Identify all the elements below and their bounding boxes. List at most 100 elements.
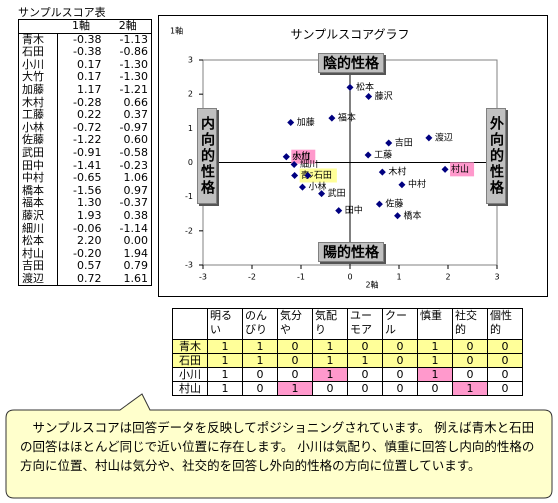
- value-cell: 0.17: [76, 57, 102, 71]
- header-cell: 明るい: [207, 308, 243, 340]
- table-row: 大竹 0.17 -1.30: [18, 70, 152, 84]
- label-highlight: [291, 149, 316, 164]
- label-highlight: [450, 162, 475, 177]
- value-cell: -0.91: [73, 145, 102, 159]
- point: [441, 165, 449, 173]
- table-row: 藤沢 1.93 0.38: [18, 208, 152, 223]
- table-row: 吉田 0.57 0.79: [18, 259, 152, 273]
- value-cell: -1.14: [119, 221, 148, 235]
- value-cell: 0: [487, 353, 523, 368]
- x-tick-label: 3: [494, 273, 499, 282]
- value-cell: 0.60: [123, 133, 149, 147]
- value-cell: 1: [417, 353, 453, 368]
- name-cell: 藤沢: [18, 209, 58, 223]
- value-cell: 0: [487, 381, 523, 396]
- point-label: 橋本: [404, 209, 422, 221]
- point: [335, 207, 343, 215]
- name-cell: 福本: [18, 197, 58, 210]
- score-table-title: サンプルスコア表: [18, 6, 106, 19]
- point: [290, 161, 298, 169]
- point: [287, 119, 295, 127]
- y-axis-label: 1軸: [170, 26, 183, 36]
- value-cell: -0.65: [73, 171, 102, 185]
- point-label: 佐藤: [385, 198, 403, 210]
- point: [398, 181, 406, 189]
- name-cell: 松本: [18, 234, 58, 248]
- value-cell: 0.79: [123, 259, 149, 273]
- y-tick-label: -1: [185, 192, 193, 201]
- header-cell: 気配り: [312, 308, 348, 340]
- annotation-top: 陰的性格: [318, 53, 384, 73]
- header-cell: 1軸: [57, 19, 105, 34]
- value-cell: 0: [382, 353, 418, 368]
- table-row: 青木 -0.38 -1.13: [18, 32, 152, 47]
- value-cell: -0.28: [73, 95, 102, 109]
- value-cell: 0.22: [76, 108, 102, 122]
- value-cell: 0: [382, 339, 418, 354]
- value-cell: 1.06: [123, 171, 149, 185]
- value-cell: -0.86: [119, 45, 148, 59]
- value-cell: 1: [207, 353, 243, 368]
- point-label: 小川: [292, 151, 310, 162]
- value-cell: 0: [487, 339, 523, 354]
- value-cell: 1: [207, 339, 243, 354]
- value-cell: -0.58: [119, 145, 148, 159]
- point-label: 渡辺: [435, 131, 453, 143]
- x-tick-label: -3: [199, 273, 207, 282]
- name-cell: 田中: [18, 159, 58, 173]
- y-tick-label: -2: [185, 226, 193, 235]
- point: [364, 151, 372, 159]
- y-tick-label: -3: [185, 261, 193, 270]
- callout-box: [5, 393, 553, 499]
- value-cell: -0.23: [119, 158, 148, 172]
- table-row: 青木 1 1 0 1 0 0 1 0 0: [172, 339, 523, 354]
- table-row: 加藤 1.17 -1.21: [18, 82, 152, 97]
- name-cell: 村山: [172, 381, 208, 396]
- annotation-bottom: 陽的性格: [318, 242, 384, 262]
- value-cell: 0: [417, 381, 453, 396]
- value-cell: 0: [347, 381, 383, 396]
- label-highlight: [312, 168, 337, 183]
- point: [425, 134, 433, 142]
- point-label: 村山: [451, 163, 469, 175]
- value-cell: -1.22: [73, 133, 102, 147]
- point-label: 藤沢: [375, 90, 393, 102]
- point: [375, 200, 383, 208]
- point-label: 吉田: [395, 138, 413, 149]
- point: [282, 153, 290, 161]
- value-cell: -1.21: [119, 82, 148, 96]
- value-cell: -1.30: [119, 70, 148, 84]
- chart-title: サンプルスコアグラフ: [290, 28, 409, 42]
- x-tick-label: 2: [445, 273, 450, 282]
- x-axis-label: 2軸: [365, 280, 378, 290]
- name-cell: 大竹: [18, 71, 58, 84]
- table-row: 村山 -0.20 1.94: [18, 246, 152, 261]
- value-cell: 1: [347, 353, 383, 368]
- name-cell: 中村: [18, 172, 58, 185]
- point: [304, 171, 312, 179]
- header-cell: 個性的: [487, 308, 523, 340]
- name-cell: 木村: [18, 96, 58, 110]
- value-cell: 0: [312, 381, 348, 396]
- value-cell: -1.13: [119, 32, 148, 46]
- score-table: 1軸 2軸 青木 -0.38 -1.13 石田 -0.38 -0.86 小川 0.17 -1.30 大…: [18, 19, 152, 287]
- value-cell: 0: [487, 367, 523, 382]
- callout-text: サンプルスコアは回答データを反映してポジショニングされています。 例えば青木と石…: [20, 420, 535, 473]
- value-cell: 0.17: [76, 70, 102, 84]
- value-cell: 0.38: [123, 208, 149, 222]
- point: [298, 183, 306, 191]
- value-cell: 1: [207, 381, 243, 396]
- value-cell: 1.61: [123, 271, 149, 285]
- point-label: 細川: [300, 158, 318, 170]
- point: [394, 212, 402, 220]
- value-cell: -0.37: [119, 196, 148, 210]
- value-cell: 0: [242, 381, 278, 396]
- point-label: 松本: [356, 81, 374, 93]
- value-cell: 0.00: [123, 234, 149, 248]
- value-cell: 0.72: [76, 271, 102, 285]
- value-cell: 1.94: [123, 246, 149, 260]
- name-cell: 渡辺: [18, 272, 58, 286]
- name-cell: 村山: [18, 247, 58, 261]
